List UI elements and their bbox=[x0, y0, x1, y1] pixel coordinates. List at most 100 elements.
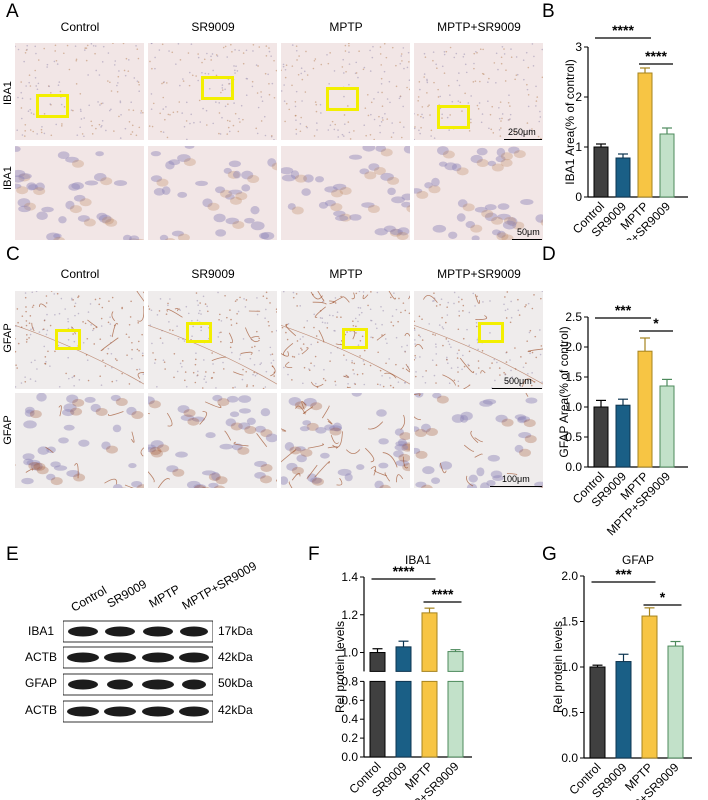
column-label-mptp-sr9009: MPTP+SR9009 bbox=[437, 267, 521, 281]
blot-band-gfap-lane-1 bbox=[68, 679, 98, 690]
y-tick-label: 2.0 bbox=[561, 569, 578, 583]
micrograph-iba1-overview-control bbox=[15, 43, 144, 140]
western-blot-image bbox=[63, 620, 213, 723]
row-label-gfap-detail: GFAP bbox=[2, 415, 14, 445]
scale-bar-50um bbox=[512, 239, 542, 240]
blot-band-actb-1-lane-2 bbox=[104, 652, 136, 663]
y-tick-label: 0 bbox=[575, 190, 582, 204]
y-tick-label: 1 bbox=[575, 140, 582, 154]
roi-box-sr9009 bbox=[201, 76, 234, 100]
western-blot-lane-headers: Control SR9009 MPTP MPTP+SR9009 bbox=[69, 558, 260, 614]
micrograph-gfap-detail-mptp-sr9009 bbox=[414, 393, 543, 488]
lane-header-mptp-sr9009: MPTP+SR9009 bbox=[180, 558, 260, 612]
bar-mptp-sr9009 bbox=[667, 645, 684, 759]
blot-band-iba1-lane-4 bbox=[180, 626, 208, 637]
roi-box-mptp-sr9009 bbox=[437, 105, 470, 129]
blot-label-actb-1: ACTB bbox=[25, 650, 58, 664]
blot-band-gfap-lane-3 bbox=[142, 679, 174, 690]
y-tick-label: 1.0 bbox=[341, 646, 358, 660]
blot-strip-actb-2 bbox=[63, 700, 213, 723]
blot-kda-actb-1: 42kDa bbox=[218, 650, 253, 664]
y-axis-label: GFAP Area(% of control) bbox=[557, 326, 571, 457]
blot-kda-gfap: 50kDa bbox=[218, 676, 253, 690]
micrograph-iba1-detail-mptp-sr9009 bbox=[414, 146, 543, 240]
y-tick-label: 0.5 bbox=[565, 430, 582, 444]
column-label-sr9009: SR9009 bbox=[191, 20, 235, 34]
y-tick-label: 3 bbox=[575, 40, 582, 54]
column-label-control: Control bbox=[60, 267, 100, 281]
micrograph-gfap-detail-control bbox=[15, 393, 144, 488]
blot-band-actb-2-lane-2 bbox=[104, 706, 136, 717]
significance-label-1: **** bbox=[393, 563, 415, 579]
significance-label-1: *** bbox=[615, 566, 632, 582]
micrograph-gfap-overview-mptp bbox=[281, 291, 410, 389]
bar-sr9009 bbox=[395, 646, 412, 672]
y-tick-label: 1.0 bbox=[561, 660, 578, 674]
blot-band-iba1-lane-3 bbox=[143, 626, 173, 637]
y-tick-label: 0.0 bbox=[565, 460, 582, 474]
micrograph-iba1-overview-mptp bbox=[281, 43, 410, 140]
bar-sr9009 bbox=[615, 404, 631, 468]
panel-letter-a: A bbox=[6, 1, 19, 22]
scale-label-500um: 500μm bbox=[504, 376, 532, 386]
bar-sr9009-lower bbox=[395, 680, 412, 758]
scale-label-250um: 250μm bbox=[508, 127, 536, 137]
y-tick-label: 0.8 bbox=[341, 674, 358, 688]
significance-label-2: **** bbox=[432, 586, 454, 602]
row-label-iba1-detail: IBA1 bbox=[2, 166, 14, 190]
significance-label-2: * bbox=[653, 315, 659, 331]
significance-label-1: *** bbox=[615, 302, 632, 318]
roi-box-mptp-sr9009 bbox=[478, 322, 504, 343]
micrograph-iba1-detail-sr9009 bbox=[148, 146, 277, 240]
chart-iba1-protein: 0.0 0.2 0.4 0.6 0.8 1.0 1.2 1.4 Rel protein leve… bbox=[333, 553, 472, 800]
y-tick-label: 1.2 bbox=[341, 608, 358, 622]
y-tick-label: 1.0 bbox=[565, 400, 582, 414]
blot-band-actb-1-lane-1 bbox=[67, 652, 99, 663]
blot-band-actb-2-lane-1 bbox=[67, 706, 99, 717]
y-tick-label: 1.5 bbox=[561, 615, 578, 629]
chart-gfap-area: 0.0 0.5 1.0 1.5 2.0 2.5 GFAP Area(% of control… bbox=[557, 302, 688, 538]
bar-control bbox=[369, 652, 386, 672]
significance-label-1: **** bbox=[612, 22, 634, 38]
bar-control-lower bbox=[369, 680, 386, 758]
blot-strip-actb-1 bbox=[63, 646, 213, 669]
y-axis-label: IBA1 Area(% of control) bbox=[563, 59, 577, 184]
scale-bar-100um bbox=[490, 486, 542, 487]
blot-band-actb-1-lane-4 bbox=[179, 652, 209, 663]
y-tick-label: 0.2 bbox=[341, 731, 358, 745]
panel-letter-c: C bbox=[6, 244, 20, 265]
column-label-mptp-sr9009: MPTP+SR9009 bbox=[437, 20, 521, 34]
y-tick-label: 0.6 bbox=[341, 693, 358, 707]
y-tick-label: 1.5 bbox=[565, 370, 582, 384]
blot-band-gfap-lane-2 bbox=[107, 679, 133, 690]
scale-bar-500um bbox=[492, 388, 542, 389]
blot-band-actb-2-lane-4 bbox=[179, 706, 209, 717]
roi-box-mptp bbox=[342, 328, 368, 349]
bar-mptp-lower bbox=[421, 680, 438, 758]
panel-letter-b: B bbox=[542, 1, 555, 22]
y-tick-label: 2.0 bbox=[565, 340, 582, 354]
significance-label-2: * bbox=[660, 589, 666, 605]
y-tick-label: 1.4 bbox=[341, 570, 358, 584]
lane-header-mptp: MPTP bbox=[147, 582, 183, 611]
scale-bar-250um bbox=[504, 139, 542, 140]
blot-band-iba1-lane-1 bbox=[68, 626, 98, 637]
bar-mptp bbox=[637, 72, 653, 198]
bar-sr9009 bbox=[615, 661, 632, 759]
blot-band-actb-1-lane-3 bbox=[142, 652, 174, 663]
bar-mptp bbox=[637, 350, 653, 468]
blot-band-iba1-lane-2 bbox=[105, 626, 135, 637]
bar-mptp-sr9009-lower bbox=[447, 680, 464, 758]
micrograph-iba1-overview-sr9009 bbox=[148, 43, 277, 140]
y-tick-label: 0.0 bbox=[561, 751, 578, 765]
micrograph-iba1-overview-mptp-sr9009 bbox=[414, 43, 543, 140]
bar-mptp-sr9009 bbox=[447, 651, 464, 672]
chart-title: GFAP bbox=[622, 553, 654, 567]
bar-mptp-sr9009 bbox=[659, 385, 675, 468]
micrograph-gfap-detail-sr9009 bbox=[148, 393, 277, 488]
y-tick-label: 2.5 bbox=[565, 310, 582, 324]
y-axis-label: Rel protein levels bbox=[333, 621, 347, 713]
roi-box-sr9009 bbox=[186, 322, 212, 343]
